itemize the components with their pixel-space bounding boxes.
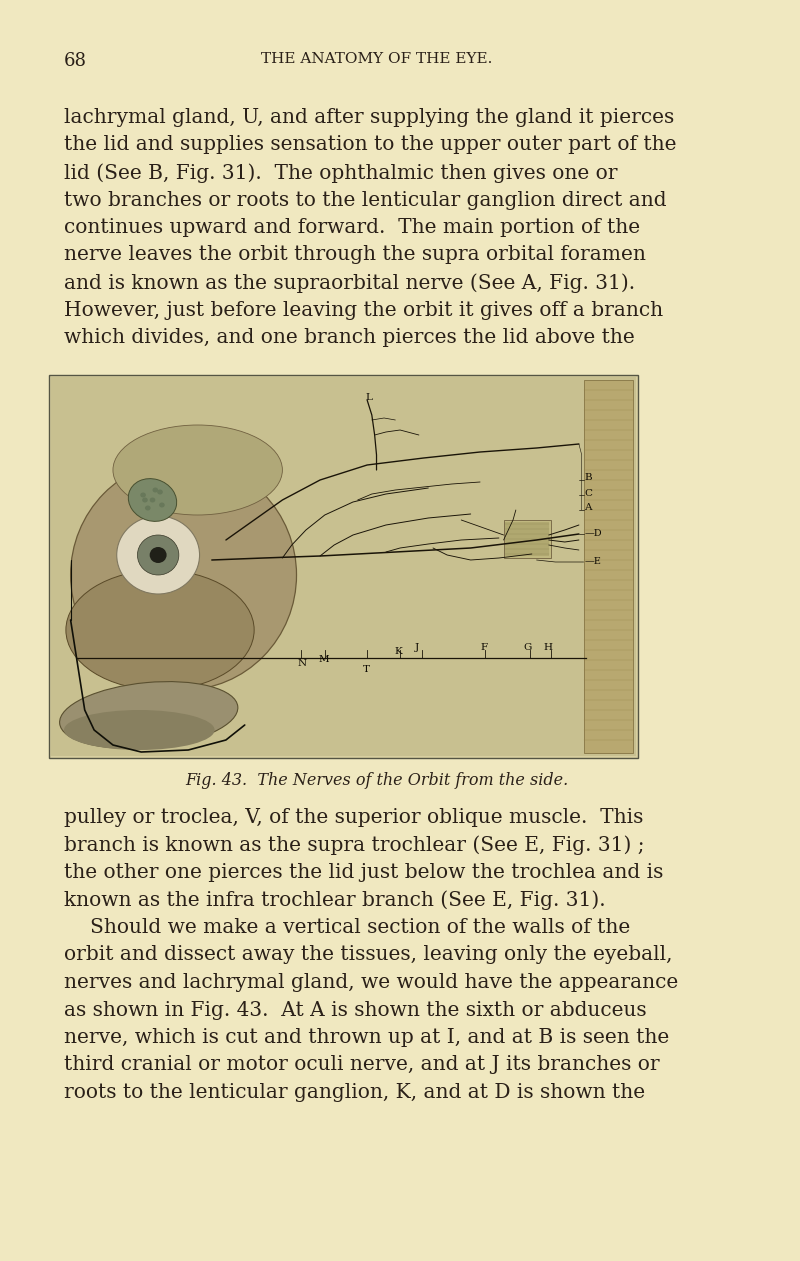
Ellipse shape <box>70 460 297 690</box>
Text: pulley or troclea, V, of the superior oblique muscle.  This: pulley or troclea, V, of the superior ob… <box>64 808 643 827</box>
Text: T: T <box>362 666 370 675</box>
Text: B: B <box>585 473 592 483</box>
Text: —D: —D <box>585 528 602 537</box>
Ellipse shape <box>140 493 146 498</box>
Ellipse shape <box>113 425 282 514</box>
Text: THE ANATOMY OF THE EYE.: THE ANATOMY OF THE EYE. <box>261 52 492 66</box>
Ellipse shape <box>128 479 177 521</box>
Text: 68: 68 <box>64 52 87 71</box>
Bar <box>504 520 550 559</box>
Ellipse shape <box>145 506 150 511</box>
Text: J: J <box>415 643 419 652</box>
Text: lid (See B, Fig. 31).  The ophthalmic then gives one or: lid (See B, Fig. 31). The ophthalmic the… <box>64 163 618 183</box>
Text: Fig. 43.  The Nerves of the Orbit from the side.: Fig. 43. The Nerves of the Orbit from th… <box>185 772 568 789</box>
Text: —E: —E <box>585 556 602 565</box>
Ellipse shape <box>153 488 158 493</box>
Ellipse shape <box>64 710 214 750</box>
Ellipse shape <box>142 498 148 502</box>
Ellipse shape <box>159 502 165 507</box>
Text: G: G <box>523 643 532 652</box>
Bar <box>584 380 633 753</box>
Text: the other one pierces the lid just below the trochlea and is: the other one pierces the lid just below… <box>64 863 663 881</box>
Text: nerve leaves the orbit through the supra orbital foramen: nerve leaves the orbit through the supra… <box>64 246 646 265</box>
Text: H: H <box>543 643 552 652</box>
Ellipse shape <box>117 516 199 594</box>
Text: lachrymal gland, U, and after supplying the gland it pierces: lachrymal gland, U, and after supplying … <box>64 108 674 127</box>
Ellipse shape <box>138 535 179 575</box>
Text: continues upward and forward.  The main portion of the: continues upward and forward. The main p… <box>64 218 640 237</box>
Bar <box>49 375 638 758</box>
Text: nerves and lachrymal gland, we would have the appearance: nerves and lachrymal gland, we would hav… <box>64 973 678 992</box>
Text: as shown in Fig. 43.  At A is shown the sixth or abduceus: as shown in Fig. 43. At A is shown the s… <box>64 1000 646 1019</box>
Text: L: L <box>366 392 372 401</box>
Bar <box>51 377 636 757</box>
Text: branch is known as the supra trochlear (See E, Fig. 31) ;: branch is known as the supra trochlear (… <box>64 836 645 855</box>
Text: and is known as the supraorbital nerve (See A, Fig. 31).: and is known as the supraorbital nerve (… <box>64 272 635 293</box>
Text: Should we make a vertical section of the walls of the: Should we make a vertical section of the… <box>90 918 630 937</box>
Text: two branches or roots to the lenticular ganglion direct and: two branches or roots to the lenticular … <box>64 190 666 209</box>
Ellipse shape <box>150 498 155 502</box>
Text: However, just before leaving the orbit it gives off a branch: However, just before leaving the orbit i… <box>64 300 663 319</box>
Text: known as the infra trochlear branch (See E, Fig. 31).: known as the infra trochlear branch (See… <box>64 890 606 910</box>
Text: orbit and dissect away the tissues, leaving only the eyeball,: orbit and dissect away the tissues, leav… <box>64 946 673 965</box>
Text: N: N <box>298 660 306 668</box>
Ellipse shape <box>66 570 254 690</box>
Ellipse shape <box>60 682 238 749</box>
Text: nerve, which is cut and thrown up at I, and at B is seen the: nerve, which is cut and thrown up at I, … <box>64 1028 670 1047</box>
Text: K: K <box>394 647 402 656</box>
Text: A: A <box>585 503 592 512</box>
Ellipse shape <box>150 547 166 562</box>
Text: M: M <box>318 656 329 665</box>
Ellipse shape <box>157 489 163 494</box>
Text: C: C <box>585 488 593 498</box>
Text: roots to the lenticular ganglion, K, and at D is shown the: roots to the lenticular ganglion, K, and… <box>64 1083 645 1102</box>
Bar <box>506 522 549 556</box>
Text: the lid and supplies sensation to the upper outer part of the: the lid and supplies sensation to the up… <box>64 135 677 155</box>
Text: third cranial or motor oculi nerve, and at J its branches or: third cranial or motor oculi nerve, and … <box>64 1055 660 1074</box>
Text: F: F <box>480 643 487 652</box>
Text: which divides, and one branch pierces the lid above the: which divides, and one branch pierces th… <box>64 328 634 347</box>
